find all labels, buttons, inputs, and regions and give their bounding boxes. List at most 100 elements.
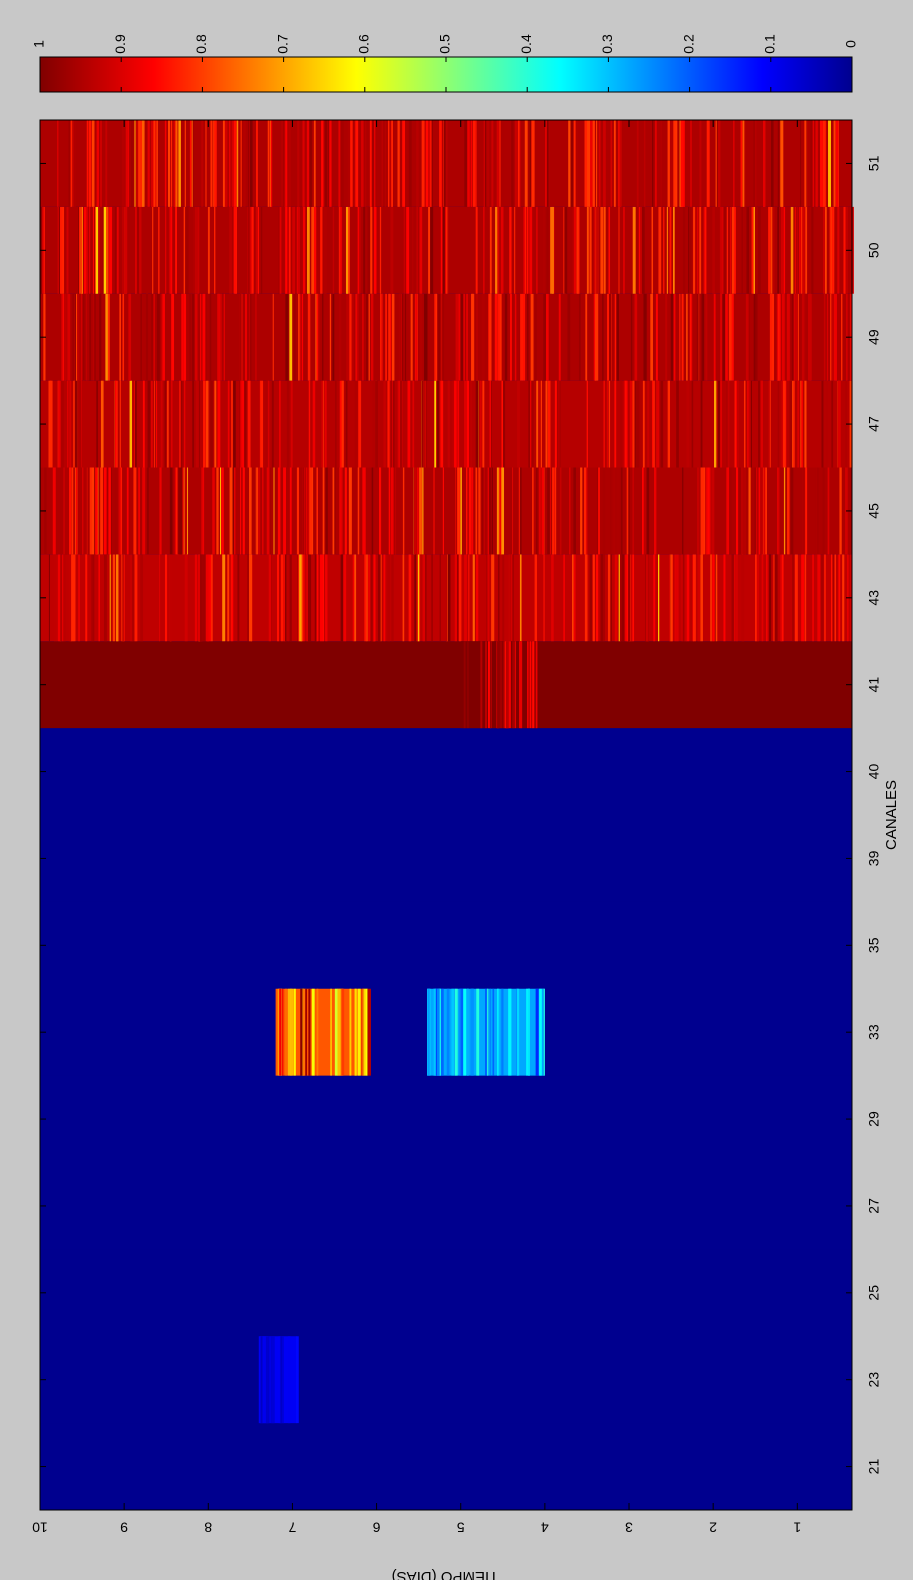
- cell-stripe: [512, 554, 514, 642]
- cell-stripe: [362, 293, 364, 381]
- cell-stripe: [121, 206, 125, 294]
- cell-stripe: [236, 120, 239, 207]
- cell-stripe: [716, 120, 718, 207]
- x-tick-label: 21: [866, 1459, 882, 1475]
- cell-stripe: [610, 120, 613, 207]
- y-tick-label: 2: [709, 1519, 717, 1535]
- cell-stripe: [302, 120, 305, 207]
- region-stripe: [476, 988, 480, 1076]
- cell-stripe: [289, 293, 293, 381]
- cell-stripe: [281, 120, 283, 207]
- cell-stripe: [323, 206, 327, 294]
- cell-stripe: [576, 206, 579, 294]
- cell-stripe: [643, 467, 647, 555]
- cell-stripe: [390, 467, 394, 555]
- cell-stripe: [802, 206, 805, 294]
- cell-stripe: [370, 554, 373, 642]
- cell-stripe: [395, 467, 397, 555]
- x-tick-label: 27: [866, 1198, 882, 1214]
- cell-stripe: [745, 293, 749, 381]
- cell-stripe: [578, 293, 581, 381]
- cell-stripe: [653, 467, 657, 555]
- cell-stripe: [48, 380, 52, 468]
- cell-stripe: [520, 293, 524, 381]
- cell-stripe: [271, 380, 274, 468]
- cell-stripe: [174, 467, 177, 555]
- cell-stripe: [266, 380, 269, 468]
- cell-stripe: [147, 467, 149, 555]
- cell-stripe: [810, 120, 813, 207]
- cell-stripe: [753, 293, 756, 381]
- cell-stripe: [332, 293, 335, 381]
- cell-stripe: [114, 206, 117, 294]
- cell-stripe: [270, 120, 273, 207]
- region-stripe: [485, 988, 487, 1076]
- region-stripe: [316, 988, 319, 1076]
- x-tick-label: 29: [866, 1111, 882, 1127]
- cell-stripe: [399, 120, 402, 207]
- x-tick-label: 40: [866, 764, 882, 780]
- cell-stripe: [422, 554, 426, 642]
- cell-stripe: [346, 206, 350, 294]
- cell-stripe: [266, 467, 270, 555]
- x-tick-label: 35: [866, 937, 882, 953]
- cell-stripe: [134, 554, 138, 642]
- cell-stripe: [632, 206, 636, 294]
- cell-stripe: [489, 380, 492, 468]
- cell-stripe: [102, 206, 104, 294]
- cell-stripe: [86, 293, 90, 381]
- cell-stripe: [332, 467, 335, 555]
- cell-stripe: [74, 380, 78, 468]
- cell-stripe: [85, 554, 88, 642]
- cell-stripe: [771, 120, 774, 207]
- cell-stripe: [731, 554, 734, 642]
- cell-stripe: [686, 293, 688, 381]
- cell-stripe: [341, 380, 344, 468]
- cell-stripe: [676, 554, 679, 642]
- cell-stripe: [825, 380, 828, 468]
- region-stripe: [466, 988, 470, 1076]
- region-stripe: [497, 988, 499, 1076]
- region-stripe: [539, 988, 542, 1076]
- x-tick-label: 47: [866, 416, 882, 432]
- cell-stripe: [89, 467, 92, 555]
- cell-stripe: [73, 380, 76, 468]
- cell-stripe: [800, 120, 802, 207]
- cell-stripe: [457, 380, 460, 468]
- cell-stripe: [151, 120, 153, 207]
- cell-stripe: [481, 293, 485, 381]
- region-stripe: [280, 1336, 284, 1424]
- cell-stripe: [658, 206, 662, 294]
- cell-stripe: [610, 554, 612, 642]
- cell-stripe: [740, 467, 744, 555]
- cell-stripe: [499, 467, 501, 555]
- cell-stripe: [424, 380, 426, 468]
- cell-stripe: [712, 206, 715, 294]
- cell-stripe: [301, 293, 304, 381]
- cell-stripe: [233, 380, 236, 468]
- region-stripe: [355, 988, 357, 1076]
- cell-stripe: [534, 554, 538, 642]
- cell-stripe: [212, 467, 215, 555]
- region-stripe: [357, 988, 361, 1076]
- cell-stripe: [679, 293, 681, 381]
- region-stripe: [454, 988, 458, 1076]
- cell-stripe: [656, 380, 660, 468]
- cell-stripe: [663, 293, 666, 381]
- cell-stripe: [517, 380, 520, 468]
- cell-stripe: [726, 206, 728, 294]
- cell-stripe: [256, 120, 258, 207]
- cell-stripe: [824, 554, 826, 642]
- y-tick-label: 10: [32, 1519, 48, 1535]
- cell-stripe: [233, 120, 237, 207]
- cell-stripe: [805, 206, 808, 294]
- cell-stripe: [195, 206, 197, 294]
- cell-stripe: [419, 467, 422, 555]
- cell-stripe: [60, 206, 63, 294]
- colorbar: 0 0.1 0.2 0.3 0.4 0.5 0.6 0.7 0.8 0.9 1: [31, 34, 859, 93]
- cell-stripe: [220, 293, 223, 381]
- cell-stripe: [496, 467, 499, 555]
- cell-stripe: [830, 554, 833, 642]
- cell-stripe: [184, 120, 186, 207]
- cell-stripe: [586, 206, 589, 294]
